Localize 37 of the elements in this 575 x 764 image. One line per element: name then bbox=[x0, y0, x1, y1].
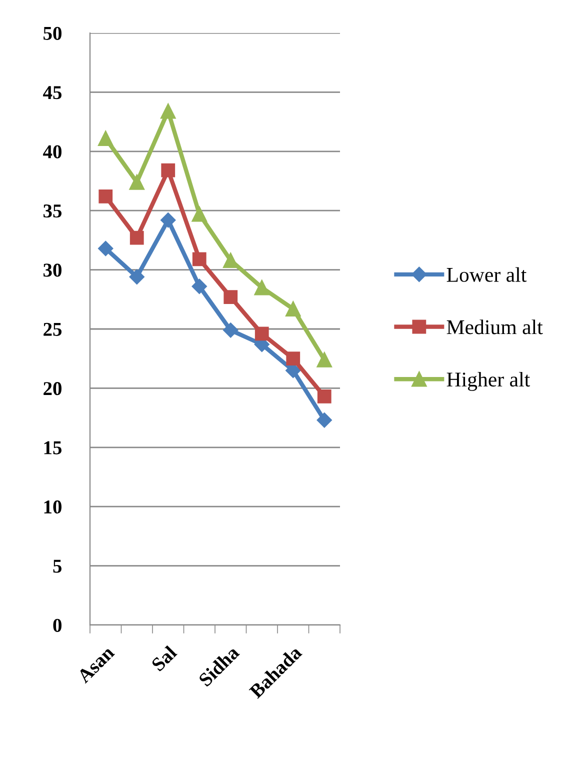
y-tick-label: 20 bbox=[44, 382, 62, 396]
y-tick-label: 5 bbox=[53, 560, 62, 573]
point bbox=[285, 301, 301, 317]
legend-label: Lower alt bbox=[446, 267, 527, 282]
point bbox=[160, 212, 176, 228]
point bbox=[223, 322, 238, 338]
point bbox=[98, 189, 113, 204]
y-tick-label: 0 bbox=[53, 618, 62, 632]
point bbox=[129, 269, 144, 284]
y-tick-label: 35 bbox=[44, 204, 62, 218]
point bbox=[98, 130, 114, 146]
y-tick-label: 30 bbox=[44, 264, 62, 277]
y-tick-label: 10 bbox=[44, 500, 62, 514]
point bbox=[192, 278, 207, 294]
point bbox=[161, 163, 176, 178]
point bbox=[192, 252, 206, 266]
y-tick-label: 45 bbox=[43, 86, 62, 100]
point bbox=[286, 352, 300, 366]
x-tick-label: Sal bbox=[150, 644, 178, 672]
y-tick-label: 40 bbox=[43, 145, 62, 158]
point bbox=[222, 252, 238, 268]
point bbox=[254, 280, 270, 296]
legend-label: Medium alt bbox=[446, 320, 543, 334]
point bbox=[160, 104, 176, 119]
point bbox=[192, 206, 208, 222]
y-tick-label: 50 bbox=[44, 26, 62, 40]
y-tick-label: 25 bbox=[44, 322, 62, 336]
point bbox=[129, 174, 145, 190]
point bbox=[254, 326, 269, 341]
point bbox=[316, 412, 332, 428]
point bbox=[130, 230, 144, 245]
legend-label: Higher alt bbox=[446, 372, 530, 391]
point bbox=[317, 390, 332, 404]
point bbox=[316, 352, 332, 368]
point bbox=[98, 240, 114, 256]
y-tick-label: 15 bbox=[44, 441, 62, 454]
point bbox=[224, 290, 238, 304]
